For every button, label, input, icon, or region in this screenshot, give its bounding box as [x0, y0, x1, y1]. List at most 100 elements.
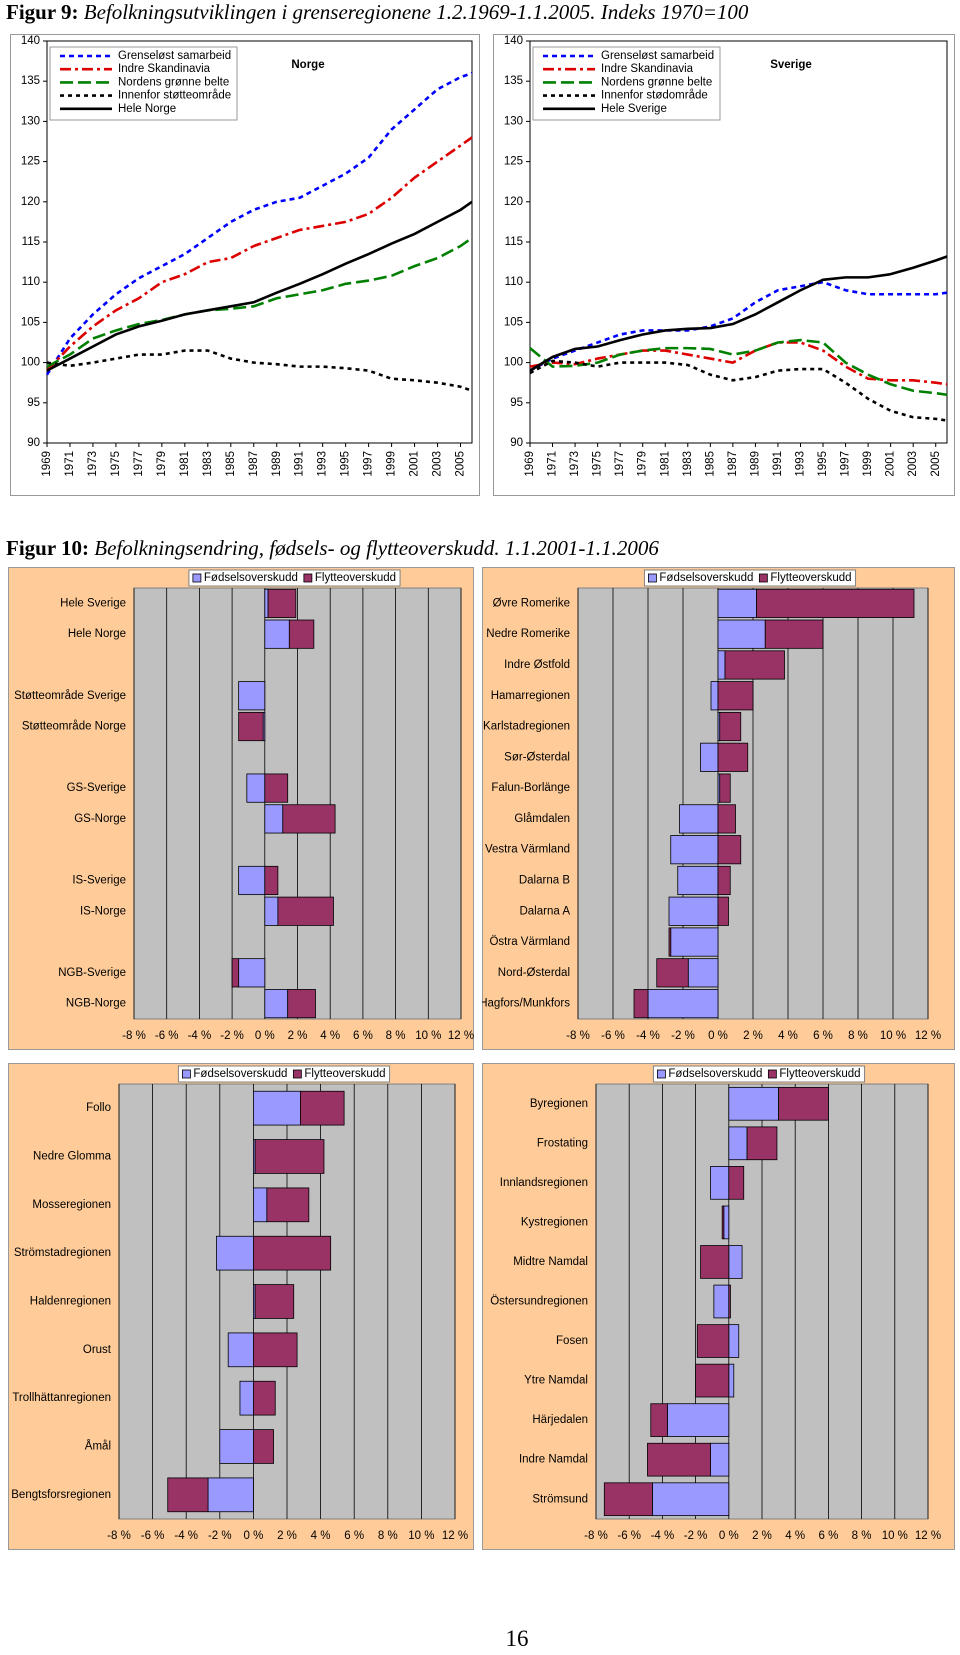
category-label: Dalarna B: [519, 874, 570, 886]
bar-segment: [264, 896, 279, 926]
y-tick-label: 120: [504, 196, 523, 208]
x-tick-label: -6 %: [155, 1030, 179, 1042]
legend-label: Fødselsoverskudd: [193, 1068, 287, 1080]
x-tick-label: 2003: [907, 451, 919, 477]
series-line: [529, 341, 948, 386]
bar-segment: [656, 958, 689, 988]
bar-segment: [264, 865, 279, 896]
bar-segment: [710, 1442, 730, 1477]
legend-box: [643, 569, 857, 587]
y-tick-label: 105: [21, 316, 40, 328]
x-tick-label: 1985: [225, 451, 237, 477]
y-tick-label: 120: [21, 196, 40, 208]
category-label: Hagfors/Munkfors: [482, 998, 570, 1010]
legend-label: Indre Skandinavia: [118, 63, 211, 75]
category-label: Härjedalen: [532, 1414, 588, 1426]
legend-swatch: [656, 1069, 666, 1079]
x-tick-label: 12 %: [915, 1030, 941, 1042]
bar-segment: [677, 865, 719, 896]
x-tick-label: 4 %: [778, 1030, 798, 1042]
series-line: [529, 338, 948, 397]
category-label: Strömsund: [532, 1493, 588, 1505]
x-tick-label: -4 %: [636, 1030, 660, 1042]
series-line: [46, 349, 473, 392]
x-tick-label: 12 %: [448, 1030, 474, 1042]
x-tick-label: 2005: [455, 451, 467, 477]
y-tick-label: 140: [504, 35, 523, 47]
y-tick-label: 100: [21, 357, 40, 369]
series-line: [529, 359, 948, 422]
x-tick-label: 2003: [432, 451, 444, 477]
x-tick-label: 1995: [340, 451, 352, 477]
category-label: Øvre Romerike: [493, 597, 570, 609]
bar-segment: [717, 835, 742, 865]
x-tick-label: 1975: [110, 451, 122, 477]
bar-segment: [695, 1363, 730, 1398]
x-tick-label: 1971: [547, 451, 559, 477]
legend-label: Innenfor støtteområde: [118, 90, 231, 102]
bar-segment: [717, 896, 729, 926]
y-tick-label: 135: [21, 75, 40, 87]
category-label: Ytre Namdal: [524, 1375, 588, 1387]
x-tick-label: 2 %: [277, 1530, 297, 1542]
bar-segment: [216, 1235, 254, 1271]
bar-segment: [717, 681, 754, 711]
bar-segment: [167, 1477, 209, 1513]
y-tick-label: 90: [510, 437, 523, 449]
legend-label: Innenfor stødområde: [601, 90, 708, 102]
legend-box: [188, 569, 401, 587]
x-tick-label: 12 %: [442, 1530, 468, 1542]
x-tick-label: 1987: [727, 451, 739, 477]
x-tick-label: 1973: [87, 451, 99, 477]
bar-segment: [717, 588, 757, 618]
legend: Fødselsoverskudd Flytteoverskudd: [652, 1065, 866, 1083]
category-label: Kystregionen: [521, 1216, 588, 1228]
y-tick-label: 130: [504, 115, 523, 127]
bar-segment: [717, 865, 731, 896]
bar-segment: [700, 742, 719, 772]
bar-segment: [239, 1380, 254, 1416]
bar-segment: [668, 896, 719, 926]
bar-segment: [723, 1205, 730, 1240]
y-tick-label: 125: [504, 156, 523, 168]
bar-segment: [227, 1332, 254, 1368]
series-line: [46, 200, 473, 372]
category-label: Östra Värmland: [489, 936, 570, 948]
x-tick-label: 2 %: [743, 1030, 763, 1042]
page-number: 16: [505, 1626, 529, 1651]
series-line: [529, 280, 948, 372]
bar-segment: [647, 1442, 711, 1477]
x-tick-label: -8 %: [566, 1030, 590, 1042]
x-tick-label: 1969: [41, 451, 53, 477]
bar-segment: [231, 958, 240, 988]
bar-segment: [238, 865, 266, 896]
category-label: Falun-Borlänge: [491, 782, 570, 794]
y-tick-label: 140: [21, 35, 40, 47]
category-label: Indre Namdal: [519, 1454, 588, 1466]
category-label: Karlstadregionen: [483, 721, 570, 733]
x-tick-label: 0 %: [243, 1530, 263, 1542]
x-tick-label: 1993: [795, 451, 807, 477]
category-label: Fosen: [556, 1335, 588, 1347]
legend-label: Fødselsoverskudd: [204, 572, 298, 584]
category-label: Byregionen: [530, 1098, 588, 1110]
bar-segment: [238, 958, 266, 988]
x-tick-label: 1977: [133, 451, 145, 477]
bar-segment: [254, 1284, 295, 1319]
bar-segment: [300, 1090, 345, 1126]
x-tick-label: 1979: [637, 451, 649, 477]
category-label: Bengtsforsregionen: [11, 1489, 111, 1501]
chart: 90 95 100 105 110 115 120 125 130 135 140 1969 1971 1…: [10, 34, 480, 496]
legend-swatch: [767, 1069, 777, 1079]
legend-label: Hele Sverige: [601, 103, 667, 115]
x-tick-label: 0 %: [719, 1530, 739, 1542]
x-tick-label: 1991: [772, 451, 784, 477]
legend-swatch: [292, 1069, 302, 1079]
bar-segment: [238, 711, 264, 742]
bar-segment: [764, 619, 824, 649]
x-tick-label: 1985: [704, 451, 716, 477]
figure-label: Figur 9:: [6, 0, 79, 24]
bar-segment: [728, 1245, 743, 1279]
x-tick-label: 0 %: [255, 1030, 275, 1042]
category-label: Nedre Romerike: [486, 628, 570, 640]
